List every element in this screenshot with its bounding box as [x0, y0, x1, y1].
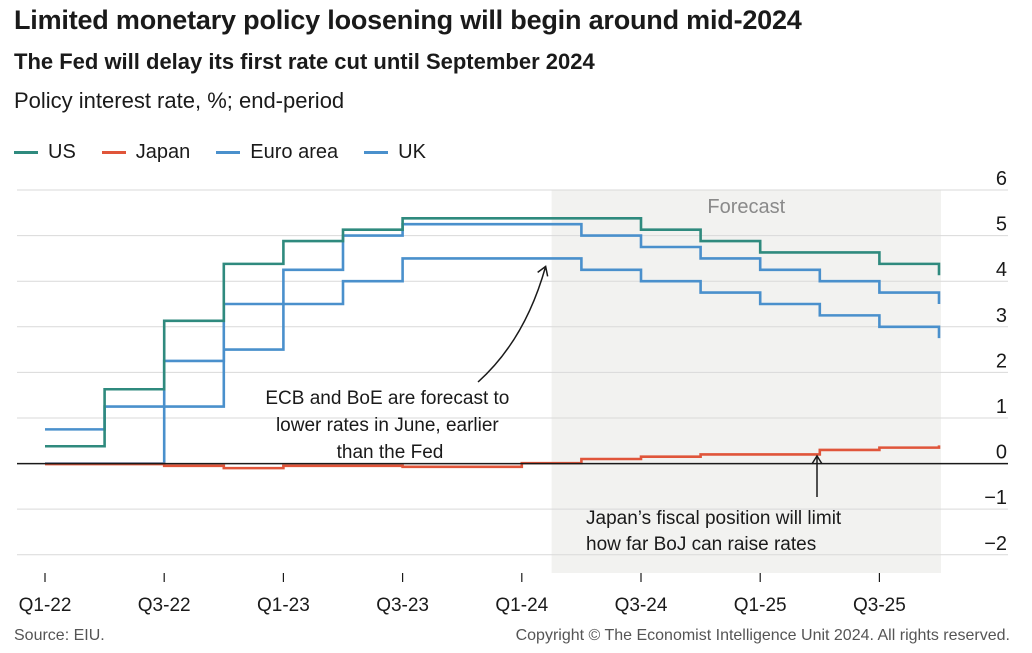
annotation-ecb-boe-line-1: ECB and BoE are forecast to — [265, 388, 509, 409]
annotation-arrowhead-ecb-boe — [537, 265, 549, 277]
series-line-us — [45, 216, 941, 448]
legend-item-japan: Japan — [101, 141, 191, 164]
legend-label-uk: UK — [398, 141, 426, 163]
annotation-ecb-boe: ECB and BoE are forecast to lower rates … — [265, 388, 514, 463]
x-tick-label: Q1-23 — [257, 595, 310, 616]
x-tick-label: Q1-25 — [734, 595, 787, 616]
series-line-uk — [45, 222, 941, 431]
annotation-japan-line-2: how far BoJ can raise rates — [586, 534, 816, 555]
legend-swatch-euro-area — [216, 151, 241, 154]
x-tick-label: Q1-22 — [19, 595, 72, 616]
x-tick-label: Q3-22 — [138, 595, 191, 616]
legend: US Japan Euro area UK — [14, 141, 426, 164]
x-axis-ticks: Q1-22 Q3-22 Q1-23 Q3-23 Q1-24 Q3-24 Q1-25 Q3-25 — [19, 573, 906, 616]
x-tick-label: Q3-24 — [615, 595, 668, 616]
x-tick-label: Q3-23 — [376, 595, 429, 616]
annotation-arrow-ecb-boe — [477, 266, 547, 383]
legend-swatch-us — [14, 151, 38, 154]
annotation-japan-line-1: Japan’s fiscal position will limit — [586, 508, 842, 529]
series-line-euro-area — [45, 257, 941, 465]
y-tick-label: 0 — [996, 442, 1007, 464]
y-tick-label: 1 — [996, 396, 1007, 418]
forecast-label: Forecast — [707, 196, 785, 218]
annotation-ecb-boe-line-3: than the Fed — [337, 442, 444, 463]
legend-swatch-japan — [101, 151, 126, 154]
unit-label: Policy interest rate, %; end-period — [14, 88, 345, 113]
legend-item-uk: UK — [364, 141, 426, 164]
legend-label-japan: Japan — [135, 141, 191, 163]
y-tick-label: −2 — [984, 533, 1007, 555]
y-tick-label: −1 — [984, 487, 1007, 509]
annotation-japan: Japan’s fiscal position will limit how f… — [586, 508, 846, 555]
legend-swatch-uk — [364, 151, 389, 154]
y-axis-ticks: −2 −1 0 1 2 3 4 5 6 — [984, 168, 1007, 555]
x-tick-label: Q3-25 — [853, 595, 906, 616]
chart-title: Limited monetary policy loosening will b… — [14, 5, 802, 35]
y-tick-label: 3 — [996, 305, 1007, 327]
y-tick-label: 2 — [996, 350, 1007, 372]
annotation-ecb-boe-line-2: lower rates in June, earlier — [276, 415, 499, 436]
y-tick-label: 4 — [996, 259, 1007, 281]
annotation-arrowhead-japan — [811, 454, 823, 465]
source-note: Source: EIU. — [14, 627, 105, 644]
legend-item-us: US — [14, 141, 76, 164]
x-tick-label: Q1-24 — [495, 595, 548, 616]
gridlines — [17, 189, 1008, 556]
copyright-note: Copyright © The Economist Intelligence U… — [515, 627, 1010, 644]
chart-subtitle: The Fed will delay its first rate cut un… — [14, 49, 595, 74]
legend-label-euro-area: Euro area — [250, 141, 339, 163]
legend-label-us: US — [48, 141, 76, 163]
legend-item-euro-area: Euro area — [216, 141, 338, 164]
y-tick-label: 5 — [996, 214, 1007, 236]
y-tick-label: 6 — [996, 168, 1007, 190]
